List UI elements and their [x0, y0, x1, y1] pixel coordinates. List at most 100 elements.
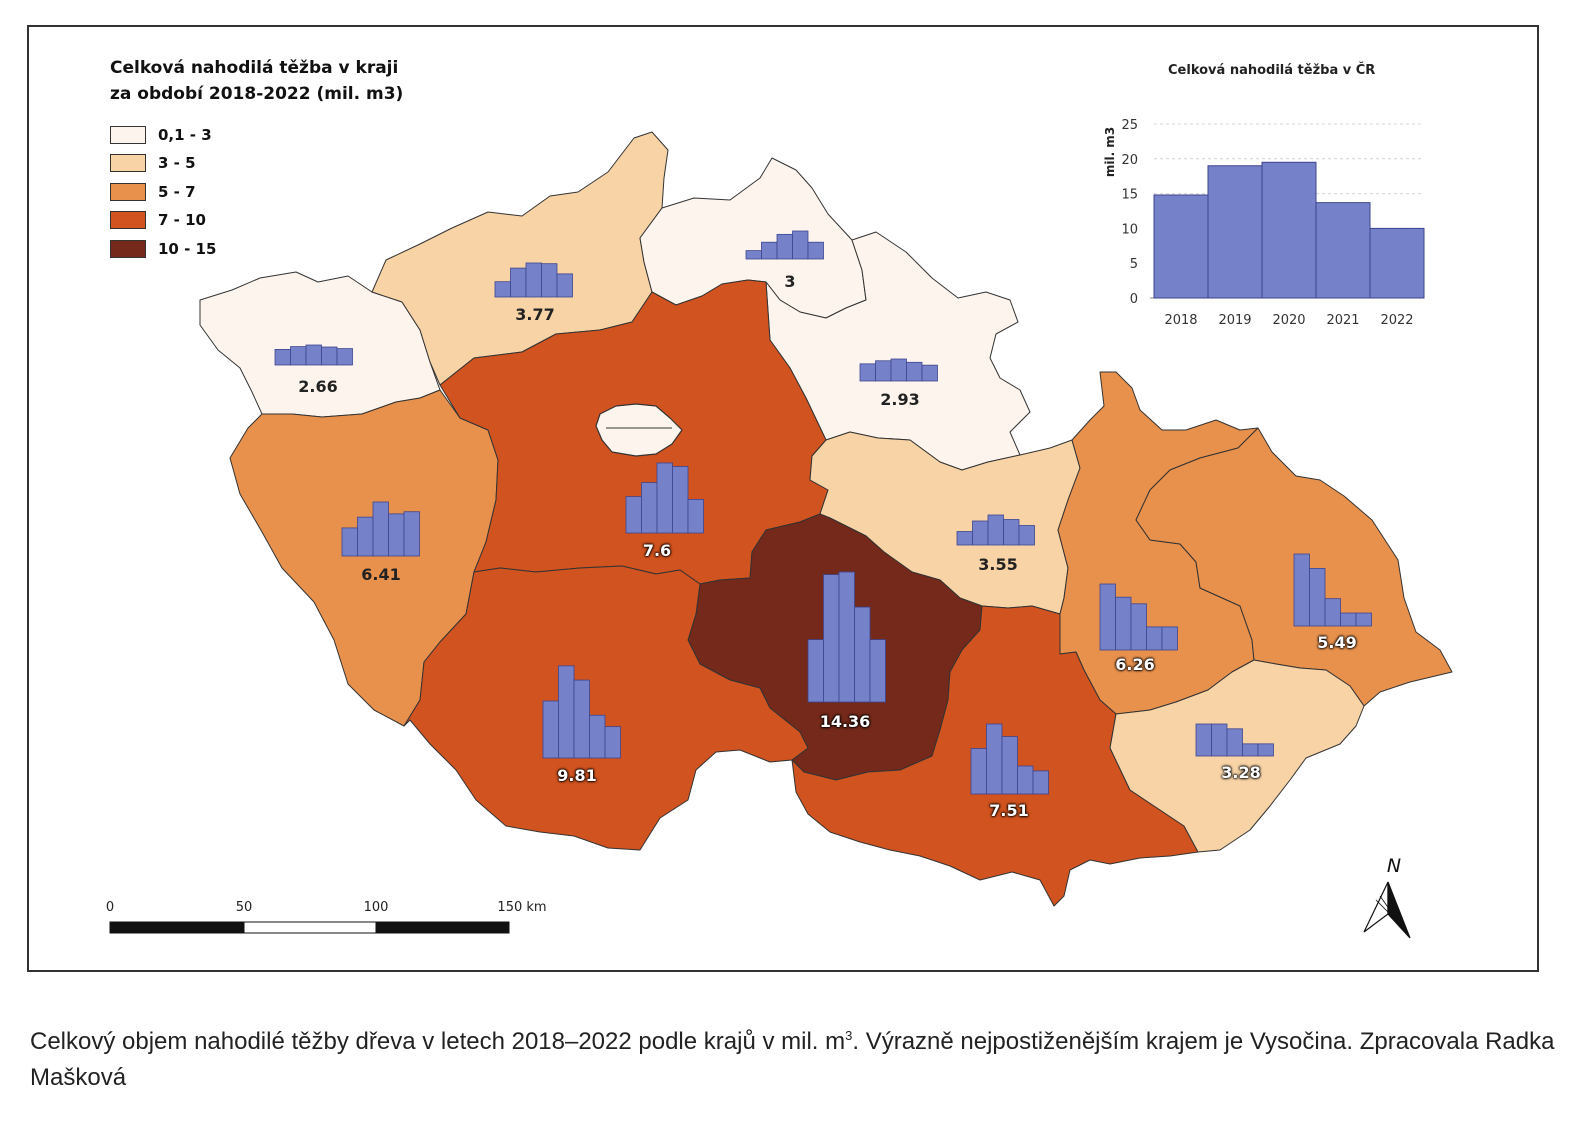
minibar-moravskoslezsky-1 [1309, 568, 1326, 627]
legend-item-3: 7 - 10 [110, 210, 206, 230]
scale-segment-1 [109, 921, 245, 934]
legend-item-4: 10 - 15 [110, 239, 216, 259]
legend-title-line1: Celková nahodilá těžba v kraji [110, 58, 399, 78]
legend-item-1: 3 - 5 [110, 153, 196, 173]
legend-title-line2: za období 2018-2022 (mil. m3) [110, 84, 404, 104]
minibar-pardubicky-0 [956, 531, 973, 546]
inset-y-axis-label: mil. m3 [1103, 127, 1117, 177]
north-arrow-label: N [1387, 855, 1401, 877]
minibar-zlinsky-2 [1226, 728, 1243, 757]
minibar-olomoucky-1 [1115, 596, 1132, 651]
minibar-zlinsky-0 [1195, 723, 1212, 757]
minibar-jihomoravsky-0 [970, 748, 987, 795]
minibar-ustecky-2 [525, 262, 542, 298]
minibar-olomoucky-2 [1130, 603, 1147, 651]
legend-label: 5 - 7 [158, 183, 196, 201]
minibar-pardubicky-1 [972, 520, 989, 546]
legend-label: 7 - 10 [158, 211, 206, 229]
inset-bars [1153, 161, 1425, 299]
minibar-zlinsky-1 [1211, 723, 1228, 757]
minibar-kralovehradecky-1 [875, 360, 892, 382]
minibar-pardubicky-4 [1018, 525, 1035, 546]
caption-text-2: . Výrazně nejpostiženějším krajem je Vys… [30, 1028, 1555, 1091]
minibar-stredocesky-3 [672, 466, 689, 534]
region-value-olomoucky: 6.26 [1115, 655, 1155, 674]
inset-ytick-label: 20 [1121, 153, 1138, 168]
minibar-vysocina-0 [807, 639, 824, 703]
minibar-olomoucky-0 [1099, 583, 1116, 651]
minibar-liberecky-0 [745, 250, 762, 260]
legend-swatch [110, 183, 146, 201]
inset-ytick-label: 0 [1130, 292, 1138, 307]
minibar-pardubicky-2 [987, 514, 1004, 546]
minibar-vysocina-3 [854, 606, 871, 703]
inset-bar-2020 [1261, 161, 1317, 299]
minibar-jihocesky-1 [558, 665, 575, 759]
inset-bar-2021 [1315, 202, 1371, 299]
region-minicharts [274, 230, 1372, 795]
minibar-jihomoravsky-1 [986, 723, 1003, 795]
inset-xtick-label: 2021 [1326, 313, 1359, 328]
minibar-ustecky-3 [541, 263, 558, 298]
minibar-karlovarsky-2 [305, 344, 322, 366]
minibar-karlovarsky-0 [274, 348, 291, 366]
minibar-moravskoslezsky-4 [1355, 612, 1372, 627]
legend-swatch [110, 211, 146, 229]
scale-label-150: 150 km [497, 900, 547, 915]
minibar-stredocesky-4 [687, 498, 704, 534]
inset-ytick-label: 5 [1130, 257, 1138, 272]
caption-text-1: Celkový objem nahodilé těžby dřeva v let… [30, 1028, 846, 1055]
minibar-olomoucky-4 [1161, 626, 1178, 651]
minibar-stredocesky-0 [625, 496, 642, 534]
minibar-kralovehradecky-0 [859, 363, 876, 382]
scale-segment-2 [243, 921, 377, 934]
minibar-jihomoravsky-4 [1032, 770, 1049, 795]
minibar-pardubicky-3 [1003, 519, 1020, 546]
region-value-stredocesky: 7.6 [642, 541, 672, 560]
region-value-liberecky: 3 [784, 272, 796, 291]
scale-label-50: 50 [235, 900, 253, 915]
region-value-jihocesky: 9.81 [557, 766, 597, 785]
figure-caption: Celkový objem nahodilé těžby dřeva v let… [30, 1018, 1560, 1096]
legend-item-0: 0,1 - 3 [110, 125, 212, 145]
minibar-zlinsky-4 [1257, 743, 1274, 757]
minibar-karlovarsky-1 [290, 346, 307, 366]
minibar-plzensky-0 [341, 527, 358, 557]
north-arrow-icon: N [1363, 855, 1411, 939]
minibar-jihocesky-0 [542, 700, 559, 759]
minibar-jihocesky-2 [573, 679, 590, 759]
region-value-ustecky: 3.77 [515, 305, 555, 324]
legend-label: 0,1 - 3 [158, 126, 212, 144]
minibar-olomoucky-3 [1146, 626, 1163, 651]
region-value-plzensky: 6.41 [361, 565, 401, 584]
minibar-moravskoslezsky-3 [1340, 612, 1357, 627]
inset-bar-2018 [1153, 194, 1209, 299]
inset-bar-chart: 0 5 10 15 20 25 2018 2019 2020 2021 2022 mil. m3 [1103, 118, 1425, 328]
minibar-plzensky-4 [403, 511, 420, 557]
scale-bar [109, 921, 510, 934]
minibar-ustecky-0 [494, 281, 511, 298]
minibar-plzensky-3 [388, 513, 405, 557]
scale-label-0: 0 [105, 900, 115, 915]
minibar-jihocesky-3 [589, 714, 606, 759]
legend-swatch [110, 126, 146, 144]
minibar-liberecky-4 [807, 241, 824, 260]
minibar-plzensky-2 [372, 501, 389, 557]
region-value-vysocina: 14.36 [819, 712, 871, 731]
legend-label: 10 - 15 [158, 240, 217, 258]
inset-ytick-label: 15 [1121, 188, 1138, 203]
minibar-kralovehradecky-4 [921, 364, 938, 382]
minibar-moravskoslezsky-2 [1324, 598, 1341, 627]
legend-title: Celková nahodilá těžba v kraji za období… [110, 55, 403, 107]
minibar-jihomoravsky-3 [1017, 765, 1034, 795]
region-jihocesky [403, 565, 809, 851]
minibar-zlinsky-3 [1242, 743, 1259, 757]
minibar-plzensky-1 [357, 516, 374, 557]
inset-xtick-label: 2018 [1164, 313, 1197, 328]
minibar-kralovehradecky-3 [906, 361, 923, 382]
inset-xticks: 2018 2019 2020 2021 2022 [1164, 313, 1413, 328]
minibar-jihocesky-4 [604, 726, 621, 759]
minibar-moravskoslezsky-0 [1293, 553, 1310, 627]
inset-bar-2019 [1207, 165, 1263, 299]
